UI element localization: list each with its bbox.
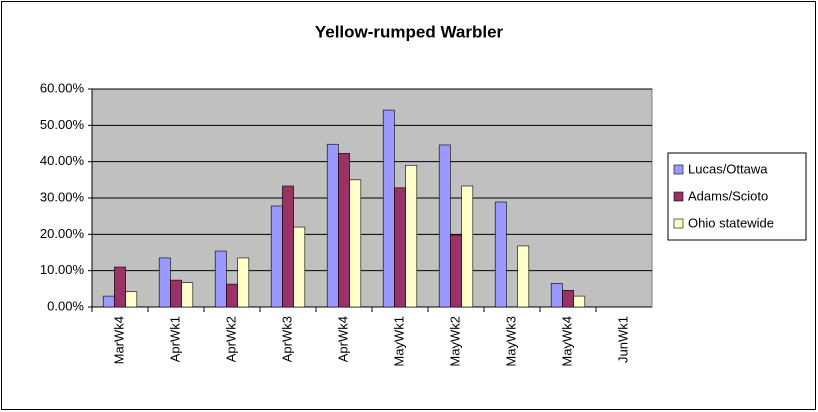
x-tick-label: MarWk4 bbox=[111, 316, 126, 364]
bar bbox=[125, 291, 138, 308]
legend-swatch bbox=[673, 164, 684, 175]
bar bbox=[349, 179, 362, 308]
bar bbox=[214, 250, 227, 308]
bar bbox=[270, 205, 283, 308]
legend-swatch bbox=[673, 218, 684, 229]
x-tick-label: AprWk4 bbox=[335, 316, 350, 362]
bar bbox=[517, 245, 530, 308]
y-tick-label: 50.00% bbox=[40, 117, 85, 132]
x-tick-label: MayWk3 bbox=[503, 316, 518, 367]
bar bbox=[461, 185, 474, 308]
bar bbox=[438, 144, 451, 308]
bar bbox=[181, 282, 194, 308]
legend-label: Lucas/Ottawa bbox=[688, 161, 768, 176]
bar bbox=[573, 295, 586, 308]
y-tick-label: 10.00% bbox=[40, 262, 85, 277]
y-tick-label: 30.00% bbox=[40, 189, 85, 204]
bar bbox=[562, 289, 574, 308]
bar bbox=[394, 187, 406, 308]
legend-box bbox=[667, 152, 807, 241]
y-tick-label: 60.00% bbox=[40, 80, 85, 95]
bar bbox=[158, 257, 171, 308]
y-tick-label: 0.00% bbox=[47, 298, 84, 313]
x-tick-label: MayWk4 bbox=[559, 316, 574, 367]
legend-swatch bbox=[673, 191, 684, 202]
bar bbox=[382, 109, 395, 308]
x-tick-label: MayWk1 bbox=[391, 316, 406, 367]
x-tick-label: AprWk1 bbox=[167, 316, 182, 362]
bar bbox=[102, 295, 115, 308]
bar bbox=[226, 283, 238, 308]
bar bbox=[338, 153, 350, 308]
bar bbox=[550, 283, 563, 308]
bar bbox=[237, 257, 250, 308]
bar bbox=[170, 279, 182, 308]
x-tick-label: MayWk2 bbox=[447, 316, 462, 367]
bar bbox=[282, 185, 294, 308]
bar bbox=[326, 143, 339, 308]
y-tick-label: 20.00% bbox=[40, 226, 85, 241]
x-tick-label: AprWk3 bbox=[279, 316, 294, 362]
bar bbox=[494, 201, 507, 308]
bar bbox=[450, 234, 462, 308]
x-tick-label: JunWk1 bbox=[615, 316, 630, 363]
x-tick-label: AprWk2 bbox=[223, 316, 238, 362]
chart-title: Yellow-rumped Warbler bbox=[315, 22, 504, 41]
y-tick-label: 40.00% bbox=[40, 153, 85, 168]
bar bbox=[114, 266, 126, 308]
bar bbox=[405, 165, 418, 308]
legend-label: Ohio statewide bbox=[688, 215, 774, 230]
legend-label: Adams/Scioto bbox=[688, 188, 768, 203]
bar bbox=[293, 226, 306, 308]
